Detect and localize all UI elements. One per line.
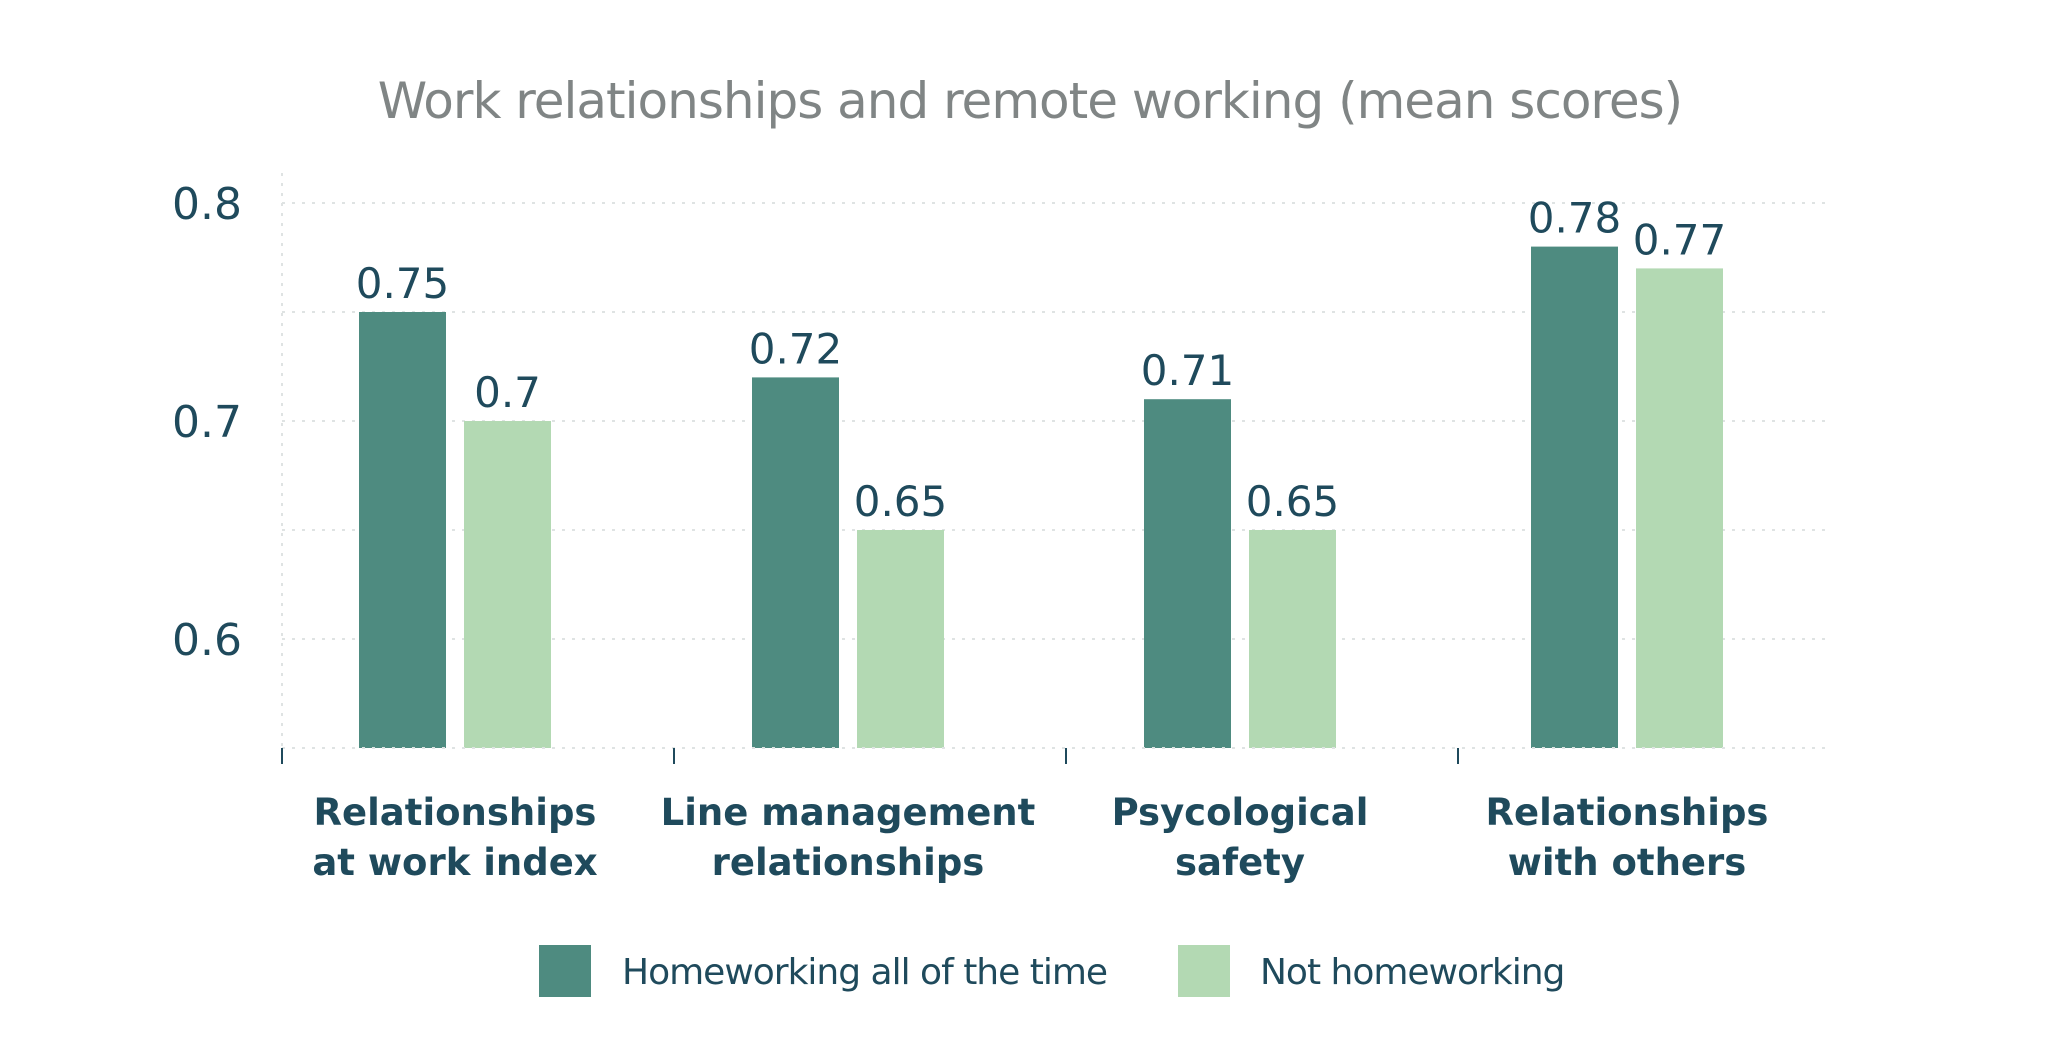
data-label: 0.71 [1141, 346, 1235, 395]
data-label: 0.77 [1633, 215, 1727, 264]
data-label: 0.75 [356, 259, 450, 308]
x-axis: Relationships at work index Line managemen… [281, 747, 1832, 884]
data-label: 0.78 [1528, 194, 1622, 243]
data-label: 0.7 [474, 368, 541, 417]
data-label: 0.65 [854, 477, 948, 526]
data-label: 0.72 [749, 324, 843, 373]
y-tick-label: 0.7 [172, 397, 242, 448]
bar [1636, 268, 1723, 748]
bar [359, 312, 446, 748]
y-tick-label: 0.6 [172, 615, 242, 666]
x-tick-label: Relationships at work index [312, 791, 597, 884]
bar [1144, 399, 1231, 748]
data-labels: 0.75 0.7 0.72 0.65 0.71 0.65 0.78 0.77 [356, 194, 1727, 526]
bar [752, 377, 839, 748]
legend-swatch [539, 945, 591, 997]
bar [857, 530, 944, 748]
y-tick-label: 0.8 [172, 179, 242, 230]
legend: Homeworking all of the time Not homeworki… [539, 945, 1565, 997]
x-tick-label: Psycological safety [1112, 791, 1369, 884]
bars [359, 246, 1723, 748]
x-tick-label: Line management relationships [661, 791, 1036, 884]
bar [1249, 530, 1336, 748]
y-axis-ticks: 0.6 0.7 0.8 [172, 179, 242, 666]
bar [464, 421, 551, 748]
bar [1531, 246, 1618, 748]
legend-label: Not homeworking [1260, 952, 1564, 993]
legend-label: Homeworking all of the time [622, 952, 1107, 993]
chart-title: Work relationships and remote working (m… [378, 72, 1682, 130]
legend-swatch [1178, 945, 1230, 997]
data-label: 0.65 [1246, 477, 1340, 526]
x-tick-label: Relationships with others [1486, 791, 1769, 884]
